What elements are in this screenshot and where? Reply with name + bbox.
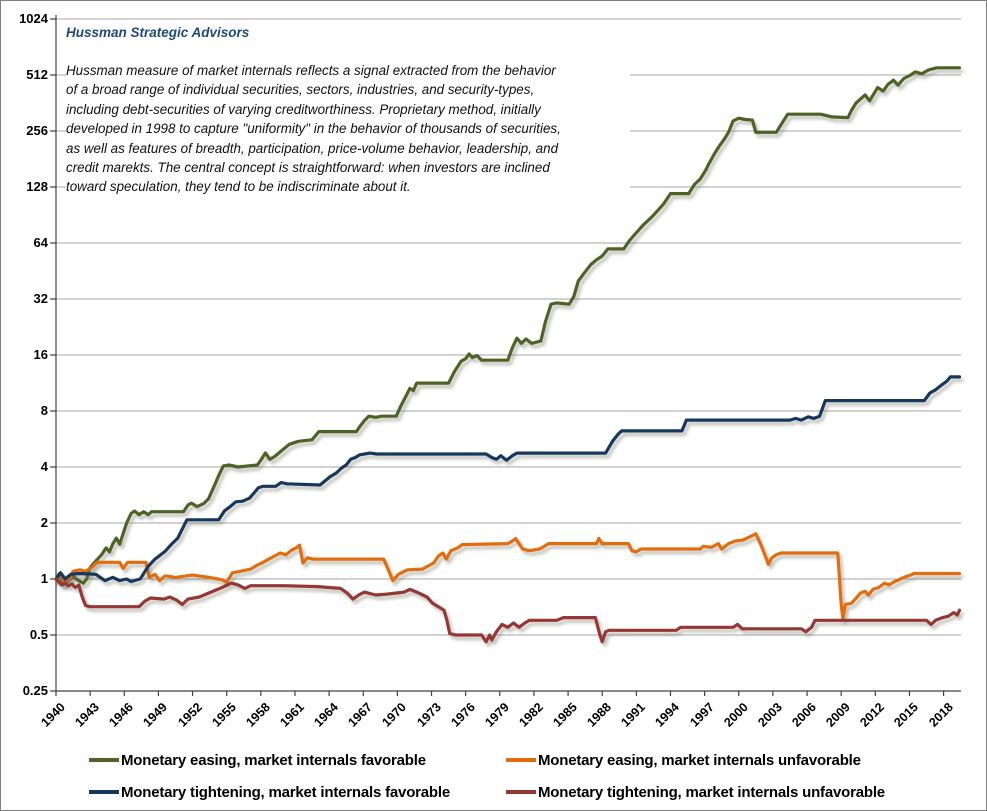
legend-swatch-easing-unfavorable: [506, 758, 536, 762]
series-line-monetary-tightening-market-internals-unfavorable: [54, 577, 962, 644]
y-tick-label: 128: [26, 179, 48, 194]
legend-label: Monetary easing, market internals unfavo…: [538, 751, 861, 769]
chart-title: Hussman Strategic Advisors: [66, 23, 470, 42]
y-tick-label: 64: [33, 235, 48, 250]
legend-label: Monetary tightening, market internals fa…: [121, 783, 451, 801]
legend-label: Monetary easing, market internals favora…: [121, 751, 426, 769]
y-tick-label: 0.5: [29, 627, 48, 642]
legend-swatch-tightening-favorable: [89, 790, 119, 794]
legend-item-tightening-unfavorable: Monetary tightening, market internals un…: [506, 783, 885, 801]
legend-swatch-tightening-unfavorable: [506, 790, 536, 794]
y-tick-label: 1: [40, 571, 48, 586]
series-line-monetary-easing-market-internals-unfavorable: [54, 532, 962, 621]
y-tick-label: 2: [40, 515, 48, 530]
y-tick-label: 4: [40, 459, 48, 474]
y-tick-label: 0.25: [22, 683, 48, 698]
legend-swatch-easing-favorable: [89, 758, 119, 762]
y-tick-label: 256: [26, 123, 48, 138]
chart-annotation: Hussman measure of market internals refl…: [66, 61, 630, 199]
legend-item-easing-unfavorable: Monetary easing, market internals unfavo…: [506, 751, 861, 769]
series-lines: [54, 66, 962, 644]
y-tick-label: 16: [33, 347, 48, 362]
legend-label: Monetary tightening, market internals un…: [538, 783, 885, 801]
y-tick-label: 1024: [19, 11, 48, 26]
y-tick-label: 32: [33, 291, 48, 306]
legend-item-tightening-favorable: Monetary tightening, market internals fa…: [89, 783, 450, 801]
legend-item-easing-favorable: Monetary easing, market internals favora…: [89, 751, 426, 769]
series-line-monetary-tightening-market-internals-favorable: [54, 375, 962, 584]
series-line-monetary-easing-market-internals-favorable: [54, 66, 962, 587]
y-tick-label: 8: [40, 403, 48, 418]
y-tick-label: 512: [26, 67, 48, 82]
